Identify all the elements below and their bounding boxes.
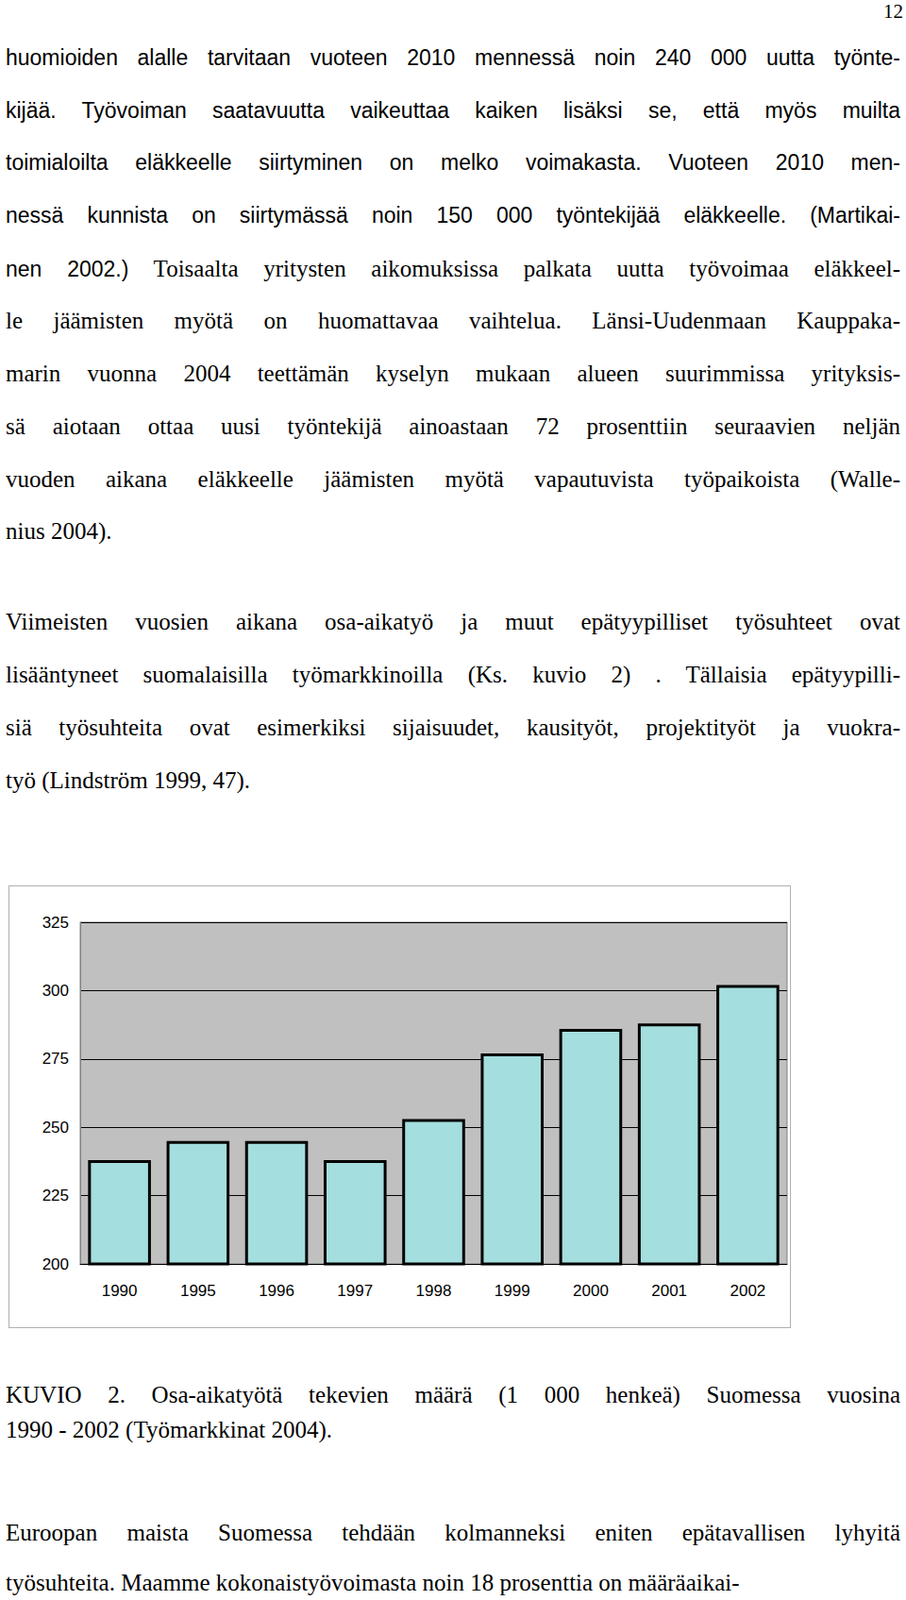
svg-text:275: 275 [42,1049,69,1068]
html-text:Euroopan maista Suomessa tehdä: Euroopan maista Suomessa tehdään kolmann… [5,1519,901,1545]
svg-text:1997: 1997 [336,1281,373,1300]
html-text:vuoden aikana eläkkeelle jäämi: vuoden aikana eläkkeelle jäämisten myötä… [5,465,901,492]
html-text:huomioiden alalle tarvitaan vu: huomioiden alalle tarvitaan vuoteen 2010… [5,45,901,70]
html-text:marin vuonna 2004 teettämän ky: marin vuonna 2004 teettämän kyselyn muka… [5,360,901,387]
html-text:nessä kunnista on siirtymässä: nessä kunnista on siirtymässä noin 150 0… [5,203,901,228]
svg-text:1990: 1990 [101,1281,138,1300]
svg-text:1996: 1996 [258,1281,295,1300]
svg-text:2002: 2002 [729,1281,766,1300]
html-text:työ (Lindström 1999, 47).: työ (Lindström 1999, 47). [5,767,251,793]
html-text:toimialoilta eläkkeelle siirty: toimialoilta eläkkeelle siirtyminen on m… [5,150,901,175]
svg-text:200: 200 [42,1255,69,1274]
svg-text:1998: 1998 [416,1281,453,1300]
html-text:työsuhteita. Maamme kokonaisty: työsuhteita. Maamme kokonaistyövoimasta … [5,1569,740,1595]
svg-text:2000: 2000 [572,1281,609,1300]
html-text:nen 2002.) Toisaalta yritysten: nen 2002.) Toisaalta yritysten aikomuksi… [5,255,901,282]
svg-text:1995: 1995 [180,1281,217,1300]
html-text:12: 12 [883,0,904,23]
html-text:siä työsuhteita ovat esimerkik: siä työsuhteita ovat esimerkiksi sijaisu… [5,714,901,740]
svg-text:250: 250 [42,1118,69,1137]
html-text:le jäämisten myötä on huomatta: le jäämisten myötä on huomattavaa vaihte… [5,308,901,334]
svg-text:225: 225 [42,1186,69,1205]
html-text:Viimeisten vuosien aikana osa-: Viimeisten vuosien aikana osa-aikatyö ja… [5,608,901,635]
svg-text:2001: 2001 [651,1281,688,1300]
html-text:kijää. Työvoiman saatavuutta v: kijää. Työvoiman saatavuutta vaikeuttaa … [5,97,901,123]
svg-text:300: 300 [42,981,69,1000]
html-text:1990 - 2002 (Työmarkkinat 2004: 1990 - 2002 (Työmarkkinat 2004). [5,1416,333,1443]
svg-text:1999: 1999 [494,1281,531,1300]
html-text:lisääntyneet suomalaisilla työ: lisääntyneet suomalaisilla työmarkkinoil… [5,661,901,688]
html-text:nius 2004).: nius 2004). [5,518,112,544]
html-text:sä aiotaan ottaa uusi työnteki: sä aiotaan ottaa uusi työntekijä ainoast… [5,413,901,439]
svg-text:325: 325 [42,913,69,932]
html-text:KUVIO 2. Osa-aikatyötä tekevie: KUVIO 2. Osa-aikatyötä tekevien määrä (1… [5,1381,901,1408]
